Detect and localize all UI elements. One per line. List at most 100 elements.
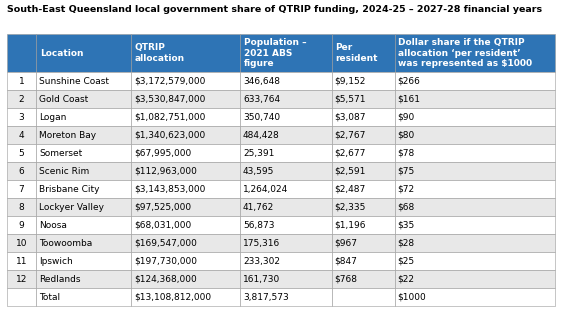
Text: $28: $28 [398,238,415,248]
Bar [395,270,555,288]
Text: Population –
2021 ABS
figure: Population – 2021 ABS figure [243,38,306,68]
Text: $78: $78 [398,149,415,158]
Text: $13,108,812,000: $13,108,812,000 [134,293,211,302]
Bar [240,108,332,126]
Text: Dollar share if the QTRIP
allocation ‘per resident’
was represented as $1000: Dollar share if the QTRIP allocation ‘pe… [398,38,532,68]
Bar [240,216,332,234]
Text: $68,031,000: $68,031,000 [134,221,191,230]
Text: $3,530,847,000: $3,530,847,000 [134,95,205,104]
Text: Noosa: Noosa [39,221,67,230]
Text: $22: $22 [398,274,415,284]
Text: $9,152: $9,152 [334,77,366,86]
Bar [332,108,395,126]
Bar [240,162,332,180]
Text: $2,591: $2,591 [334,167,366,176]
Text: Gold Coast: Gold Coast [39,95,88,104]
Text: $68: $68 [398,202,415,212]
Bar [7,288,37,306]
Bar [37,34,131,72]
Bar [7,90,37,108]
Bar [131,126,240,144]
Text: $1,082,751,000: $1,082,751,000 [134,113,205,122]
Text: Location: Location [40,49,83,58]
Bar [7,180,37,198]
Bar [240,270,332,288]
Bar [37,270,131,288]
Text: 350,740: 350,740 [243,113,280,122]
Text: $2,767: $2,767 [334,131,366,140]
Bar [131,288,240,306]
Bar [332,216,395,234]
Bar [131,108,240,126]
Bar [395,34,555,72]
Bar [37,144,131,162]
Bar [131,90,240,108]
Bar [332,180,395,198]
Bar [332,90,395,108]
Text: 175,316: 175,316 [243,238,280,248]
Text: 633,764: 633,764 [243,95,280,104]
Bar [332,270,395,288]
Bar [37,162,131,180]
Text: 484,428: 484,428 [243,131,280,140]
Text: $768: $768 [334,274,357,284]
Bar [131,216,240,234]
Text: $112,963,000: $112,963,000 [134,167,197,176]
Bar [240,126,332,144]
Bar [37,288,131,306]
Bar [7,72,37,90]
Text: 346,648: 346,648 [243,77,280,86]
Text: Total: Total [39,293,60,302]
Text: 41,762: 41,762 [243,202,274,212]
Text: Sunshine Coast: Sunshine Coast [39,77,109,86]
Text: 6: 6 [19,167,24,176]
Bar [37,198,131,216]
Text: $266: $266 [398,77,420,86]
Text: 12: 12 [16,274,27,284]
Text: 10: 10 [16,238,28,248]
Bar [131,144,240,162]
Bar [7,198,37,216]
Bar [332,34,395,72]
Text: Scenic Rim: Scenic Rim [39,167,89,176]
Text: Toowoomba: Toowoomba [39,238,92,248]
Text: $35: $35 [398,221,415,230]
Text: $3,172,579,000: $3,172,579,000 [134,77,205,86]
Text: 7: 7 [19,185,24,194]
Text: Moreton Bay: Moreton Bay [39,131,96,140]
Bar [37,216,131,234]
Bar [131,198,240,216]
Bar [7,234,37,252]
Bar [240,180,332,198]
Text: Somerset: Somerset [39,149,83,158]
Text: 3,817,573: 3,817,573 [243,293,289,302]
Bar [395,234,555,252]
Bar [131,180,240,198]
Text: Ipswich: Ipswich [39,257,73,266]
Text: $2,677: $2,677 [334,149,366,158]
Text: Redlands: Redlands [39,274,80,284]
Bar [332,144,395,162]
Bar [332,198,395,216]
Text: $97,525,000: $97,525,000 [134,202,191,212]
Text: Logan: Logan [39,113,66,122]
Text: Brisbane City: Brisbane City [39,185,99,194]
Bar [240,252,332,270]
Bar [240,72,332,90]
Bar [131,234,240,252]
Text: 233,302: 233,302 [243,257,280,266]
Text: $967: $967 [334,238,357,248]
Text: $2,487: $2,487 [334,185,366,194]
Text: $75: $75 [398,167,415,176]
Text: $5,571: $5,571 [334,95,366,104]
Bar [395,72,555,90]
Text: $1000: $1000 [398,293,427,302]
Text: South-East Queensland local government share of QTRIP funding, 2024-25 – 2027-28: South-East Queensland local government s… [7,5,542,14]
Bar [395,288,555,306]
Bar [37,126,131,144]
Bar [332,72,395,90]
Bar [131,162,240,180]
Bar [332,288,395,306]
Text: $25: $25 [398,257,415,266]
Text: Lockyer Valley: Lockyer Valley [39,202,104,212]
